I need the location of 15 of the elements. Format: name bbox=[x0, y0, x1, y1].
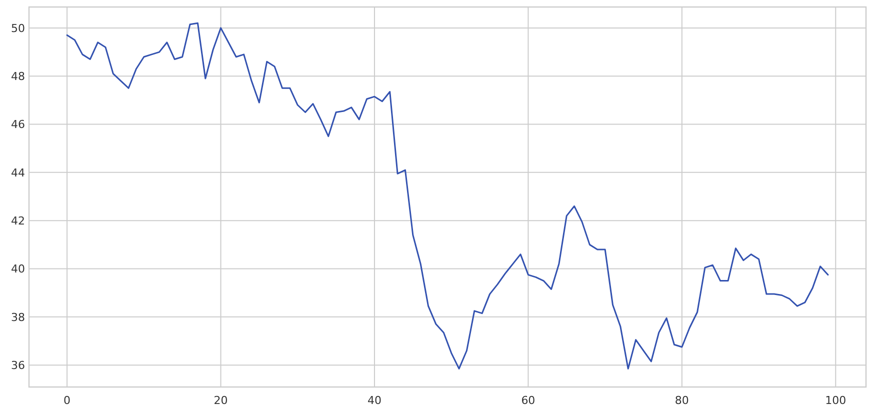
x-tick-label: 40 bbox=[367, 394, 382, 407]
y-tick-label: 42 bbox=[11, 214, 25, 228]
x-tick-label: 0 bbox=[64, 394, 71, 407]
x-tick-label: 20 bbox=[214, 394, 228, 407]
y-tick-label: 46 bbox=[11, 118, 25, 132]
line-series bbox=[66, 22, 829, 370]
y-tick-label: 38 bbox=[11, 310, 25, 324]
y-tick-label: 40 bbox=[11, 262, 25, 276]
x-tick-label: 100 bbox=[825, 394, 846, 407]
x-tick-label: 80 bbox=[674, 394, 689, 407]
y-tick-label: 44 bbox=[11, 166, 25, 180]
y-tick-label: 48 bbox=[11, 70, 25, 83]
x-tick-label: 60 bbox=[521, 394, 536, 407]
y-tick-label: 36 bbox=[11, 358, 25, 372]
y-tick-label: 50 bbox=[11, 22, 25, 35]
